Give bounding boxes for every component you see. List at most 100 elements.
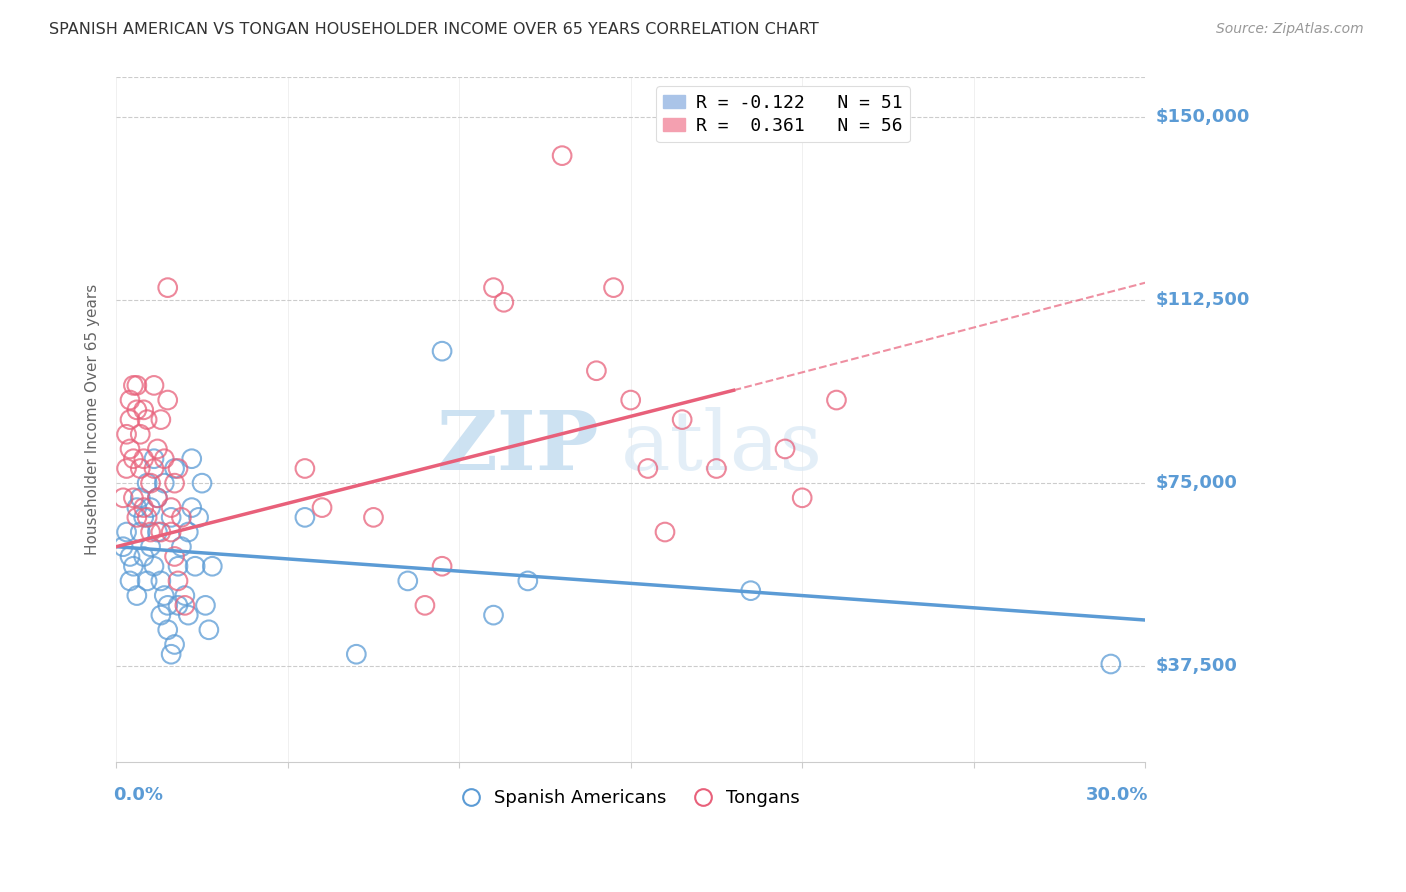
Point: [118, 392, 141, 407]
Point: [177, 608, 200, 623]
Text: $112,500: $112,500: [1156, 291, 1250, 309]
Point: [153, 451, 176, 466]
Point: [122, 491, 145, 505]
Point: [156, 599, 179, 613]
Point: [620, 392, 643, 407]
Point: [132, 500, 155, 515]
Point: [143, 461, 166, 475]
Point: [160, 524, 183, 539]
Point: [344, 647, 367, 661]
Point: [602, 280, 624, 294]
Point: [149, 412, 172, 426]
Point: [160, 510, 183, 524]
Point: [194, 599, 217, 613]
Point: [153, 476, 176, 491]
Point: [198, 623, 221, 637]
Point: [146, 524, 169, 539]
Point: [160, 647, 183, 661]
Point: [706, 461, 728, 475]
Point: [173, 599, 195, 613]
Legend: Spanish Americans, Tongans: Spanish Americans, Tongans: [454, 782, 807, 814]
Point: [146, 491, 169, 505]
Point: [136, 412, 159, 426]
Point: [184, 559, 207, 574]
Point: [430, 559, 453, 574]
Point: [139, 476, 162, 491]
Point: [396, 574, 419, 588]
Point: [153, 589, 176, 603]
Point: [156, 392, 179, 407]
Point: [136, 476, 159, 491]
Point: [149, 574, 172, 588]
Point: [311, 500, 333, 515]
Point: [363, 510, 385, 524]
Point: [115, 427, 138, 442]
Point: [132, 549, 155, 564]
Point: [482, 280, 505, 294]
Point: [492, 295, 515, 310]
Point: [139, 500, 162, 515]
Point: [139, 540, 162, 554]
Point: [167, 559, 190, 574]
Point: [122, 451, 145, 466]
Text: $150,000: $150,000: [1156, 108, 1250, 126]
Point: [167, 461, 190, 475]
Point: [132, 510, 155, 524]
Point: [132, 451, 155, 466]
Point: [585, 364, 607, 378]
Point: [129, 491, 152, 505]
Point: [125, 589, 148, 603]
Point: [118, 412, 141, 426]
Text: Source: ZipAtlas.com: Source: ZipAtlas.com: [1216, 22, 1364, 37]
Point: [125, 500, 148, 515]
Point: [129, 524, 152, 539]
Point: [118, 549, 141, 564]
Point: [180, 451, 202, 466]
Point: [163, 637, 186, 651]
Point: [551, 148, 574, 162]
Point: [294, 510, 316, 524]
Point: [156, 623, 179, 637]
Point: [146, 442, 169, 456]
Point: [146, 491, 169, 505]
Point: [671, 412, 693, 426]
Point: [125, 510, 148, 524]
Point: [170, 540, 193, 554]
Point: [149, 608, 172, 623]
Point: [118, 574, 141, 588]
Point: [482, 608, 505, 623]
Point: [115, 461, 138, 475]
Text: SPANISH AMERICAN VS TONGAN HOUSEHOLDER INCOME OVER 65 YEARS CORRELATION CHART: SPANISH AMERICAN VS TONGAN HOUSEHOLDER I…: [49, 22, 818, 37]
Point: [143, 451, 166, 466]
Point: [180, 500, 202, 515]
Point: [773, 442, 796, 456]
Point: [112, 540, 135, 554]
Point: [167, 574, 190, 588]
Point: [173, 589, 195, 603]
Point: [139, 524, 162, 539]
Point: [125, 378, 148, 392]
Point: [654, 524, 676, 539]
Point: [191, 476, 214, 491]
Point: [177, 524, 200, 539]
Point: [125, 402, 148, 417]
Point: [637, 461, 659, 475]
Point: [149, 524, 172, 539]
Point: [792, 491, 814, 505]
Y-axis label: Householder Income Over 65 years: Householder Income Over 65 years: [86, 284, 100, 555]
Point: [294, 461, 316, 475]
Point: [413, 599, 436, 613]
Point: [122, 559, 145, 574]
Text: ZIP: ZIP: [437, 407, 600, 487]
Text: $37,500: $37,500: [1156, 657, 1237, 675]
Point: [132, 402, 155, 417]
Text: 0.0%: 0.0%: [112, 786, 163, 805]
Point: [187, 510, 209, 524]
Point: [143, 378, 166, 392]
Point: [115, 524, 138, 539]
Point: [163, 461, 186, 475]
Text: atlas: atlas: [620, 407, 823, 487]
Point: [170, 510, 193, 524]
Point: [160, 500, 183, 515]
Point: [430, 344, 453, 359]
